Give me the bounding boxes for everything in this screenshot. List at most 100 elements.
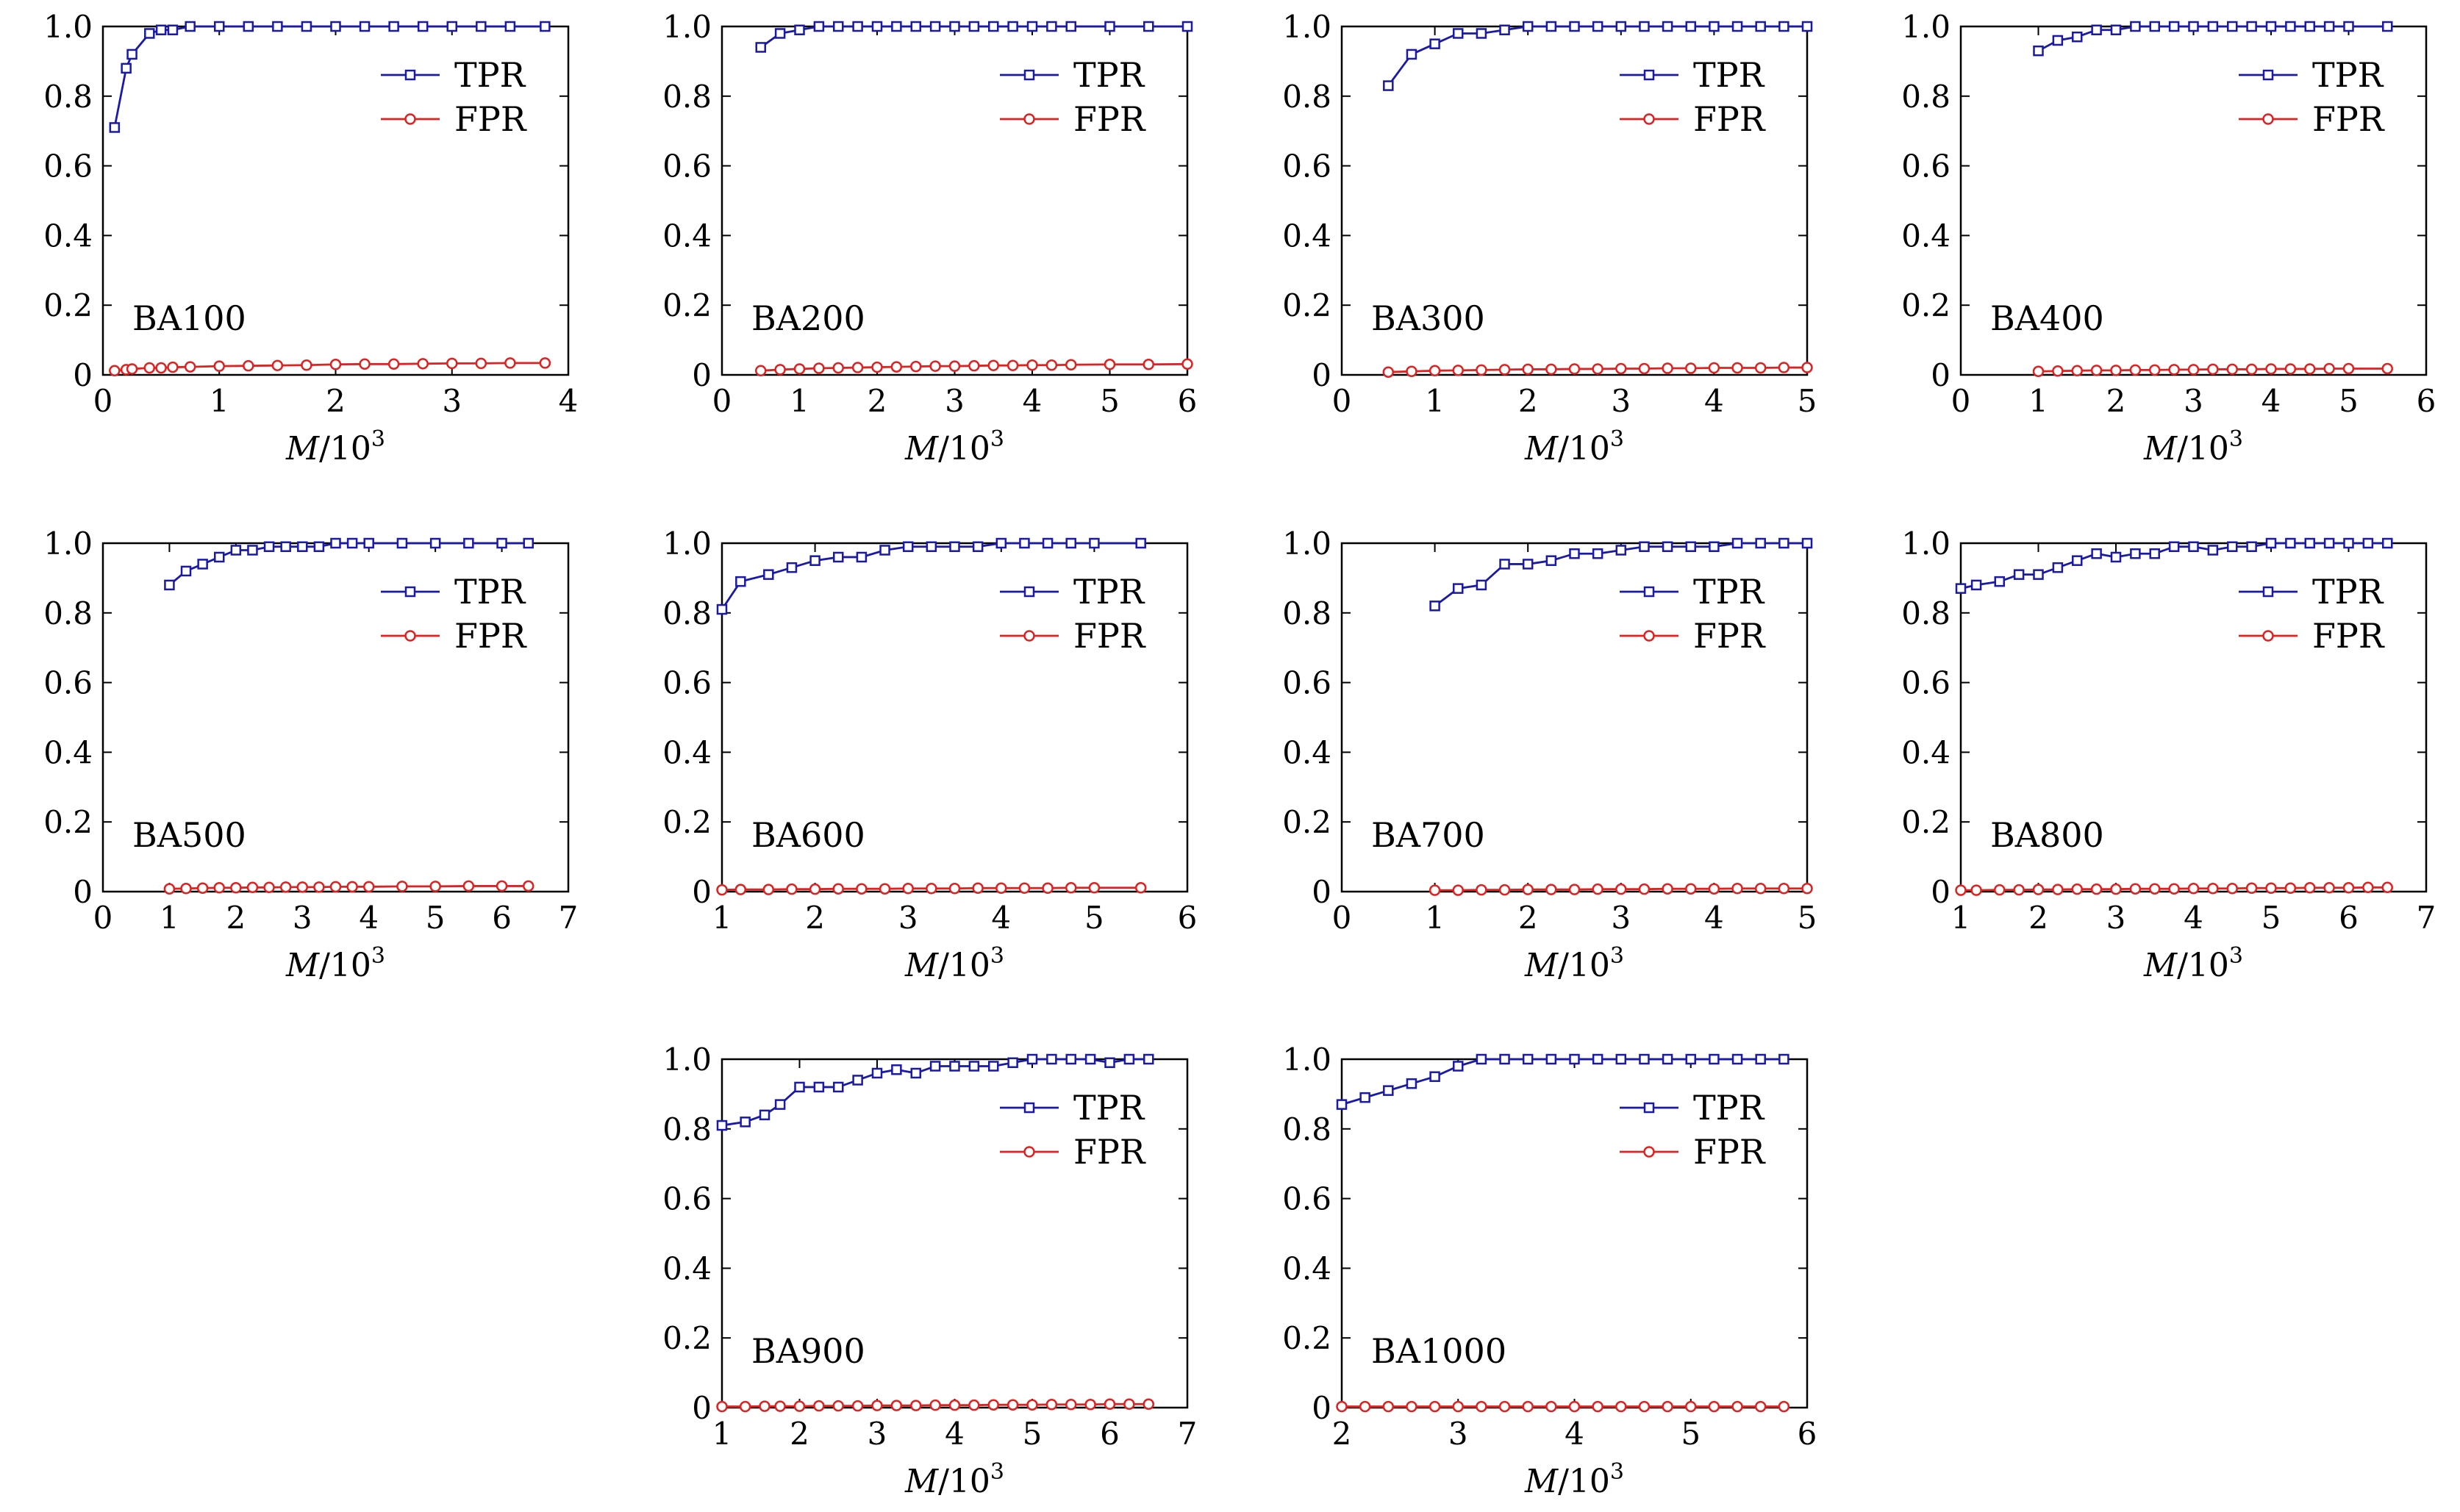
data-point-tpr	[949, 541, 960, 552]
data-point-tpr	[1662, 541, 1673, 552]
x-tick-label: 1	[210, 383, 229, 419]
legend-circle-marker	[1643, 1146, 1655, 1158]
data-point-tpr	[2323, 537, 2335, 549]
y-tick-label: 0.2	[43, 287, 93, 323]
data-point-tpr	[1007, 1057, 1018, 1068]
data-point-fpr	[987, 359, 999, 371]
data-point-tpr	[1709, 541, 1720, 552]
data-point-fpr	[716, 884, 728, 896]
data-point-tpr	[2110, 551, 2122, 563]
data-point-tpr	[167, 24, 179, 35]
x-axis-label-var: M	[285, 430, 320, 467]
data-point-tpr	[2072, 555, 2083, 566]
y-tick-label: 0.8	[1901, 79, 1951, 115]
legend-item-tpr: TPR	[1620, 55, 1765, 95]
data-point-fpr	[2226, 363, 2238, 376]
data-point-tpr	[1046, 1053, 1057, 1065]
data-point-tpr	[910, 1067, 921, 1079]
data-point-fpr	[948, 882, 961, 895]
data-point-tpr	[214, 21, 225, 32]
x-axis-label-unit: /10	[1558, 947, 1610, 984]
y-tick-label: 0.2	[1901, 804, 1951, 840]
legend-item-fpr: FPR	[1620, 1132, 1766, 1172]
y-tick-label: 0.6	[1901, 148, 1951, 184]
y-tick-label: 1.0	[1282, 526, 1331, 562]
data-point-fpr	[167, 361, 179, 373]
data-point-tpr	[1731, 1053, 1743, 1065]
data-point-tpr	[1569, 548, 1580, 559]
legend-square-marker	[1023, 1102, 1035, 1114]
y-tick-label: 0.2	[1282, 287, 1331, 323]
x-tick-label: 3	[1611, 900, 1631, 936]
y-tick-label: 0.4	[662, 734, 712, 770]
data-point-fpr	[1181, 358, 1193, 370]
y-tick-label: 1.0	[662, 9, 712, 45]
data-point-fpr	[2110, 365, 2122, 376]
data-point-fpr	[987, 1399, 999, 1411]
data-point-tpr	[1755, 537, 1766, 549]
x-axis-label-exponent: 3	[1610, 1459, 1624, 1485]
data-point-tpr	[1731, 21, 1743, 32]
x-tick-label: 0	[1332, 383, 1352, 419]
x-axis-label-exponent: 3	[1610, 426, 1624, 452]
data-point-fpr	[2381, 881, 2393, 894]
x-axis-label: M/103	[2143, 426, 2243, 467]
data-point-tpr	[1143, 21, 1154, 32]
x-axis-label-unit: /10	[1558, 1463, 1610, 1500]
data-point-fpr	[890, 1400, 903, 1411]
data-point-fpr	[346, 881, 358, 893]
data-point-fpr	[109, 365, 121, 377]
data-point-tpr	[1499, 24, 1510, 35]
data-point-fpr	[1955, 884, 1967, 896]
data-point-tpr	[2013, 569, 2025, 580]
legend-circle-marker	[1023, 630, 1035, 642]
data-point-tpr	[833, 21, 844, 32]
data-point-fpr	[1592, 1400, 1603, 1413]
data-point-tpr	[1026, 1053, 1038, 1065]
y-tick-label: 0	[692, 357, 712, 393]
y-tick-label: 0.4	[1282, 218, 1331, 254]
data-point-fpr	[362, 881, 375, 893]
data-point-fpr	[1104, 359, 1116, 370]
data-point-fpr	[1065, 359, 1077, 371]
data-point-tpr	[852, 21, 863, 32]
data-point-fpr	[1143, 1398, 1154, 1411]
data-point-tpr	[2110, 24, 2122, 35]
x-tick-label: 4	[1704, 900, 1724, 936]
data-point-tpr	[1084, 1053, 1096, 1065]
x-tick-label: 4	[2184, 900, 2203, 936]
y-tick-label: 0	[1931, 874, 1951, 910]
data-point-tpr	[1778, 537, 1789, 549]
x-axis-label: M/103	[285, 943, 385, 984]
data-point-tpr	[1476, 1053, 1487, 1065]
x-axis-label: M/103	[1524, 1459, 1624, 1500]
data-point-fpr	[243, 359, 254, 372]
data-point-tpr	[1065, 537, 1076, 549]
data-point-fpr	[2090, 365, 2103, 376]
legend-square-marker	[1643, 1102, 1655, 1114]
data-point-tpr	[396, 537, 408, 549]
data-point-tpr	[1429, 1071, 1440, 1082]
data-point-tpr	[968, 1061, 980, 1072]
x-tick-label: 1	[1425, 383, 1445, 419]
legend-label: FPR	[1073, 1132, 1146, 1172]
data-point-fpr	[263, 881, 275, 894]
data-point-tpr	[1383, 1085, 1394, 1096]
x-axis-label-unit: /10	[938, 1463, 990, 1500]
data-point-fpr	[1498, 1400, 1511, 1413]
data-point-tpr	[1709, 21, 1720, 32]
data-point-fpr	[1638, 1400, 1651, 1413]
y-tick-label: 0.4	[1282, 734, 1331, 770]
legend-square-marker	[404, 586, 416, 598]
data-point-tpr	[2246, 21, 2257, 32]
data-point-tpr	[363, 537, 374, 549]
panel-label: BA100	[132, 298, 246, 338]
panel-label: BA300	[1371, 298, 1485, 338]
data-point-fpr	[871, 1400, 883, 1411]
data-point-tpr	[794, 1081, 805, 1093]
data-point-fpr	[196, 882, 209, 895]
x-tick-label: 7	[2417, 900, 2436, 936]
